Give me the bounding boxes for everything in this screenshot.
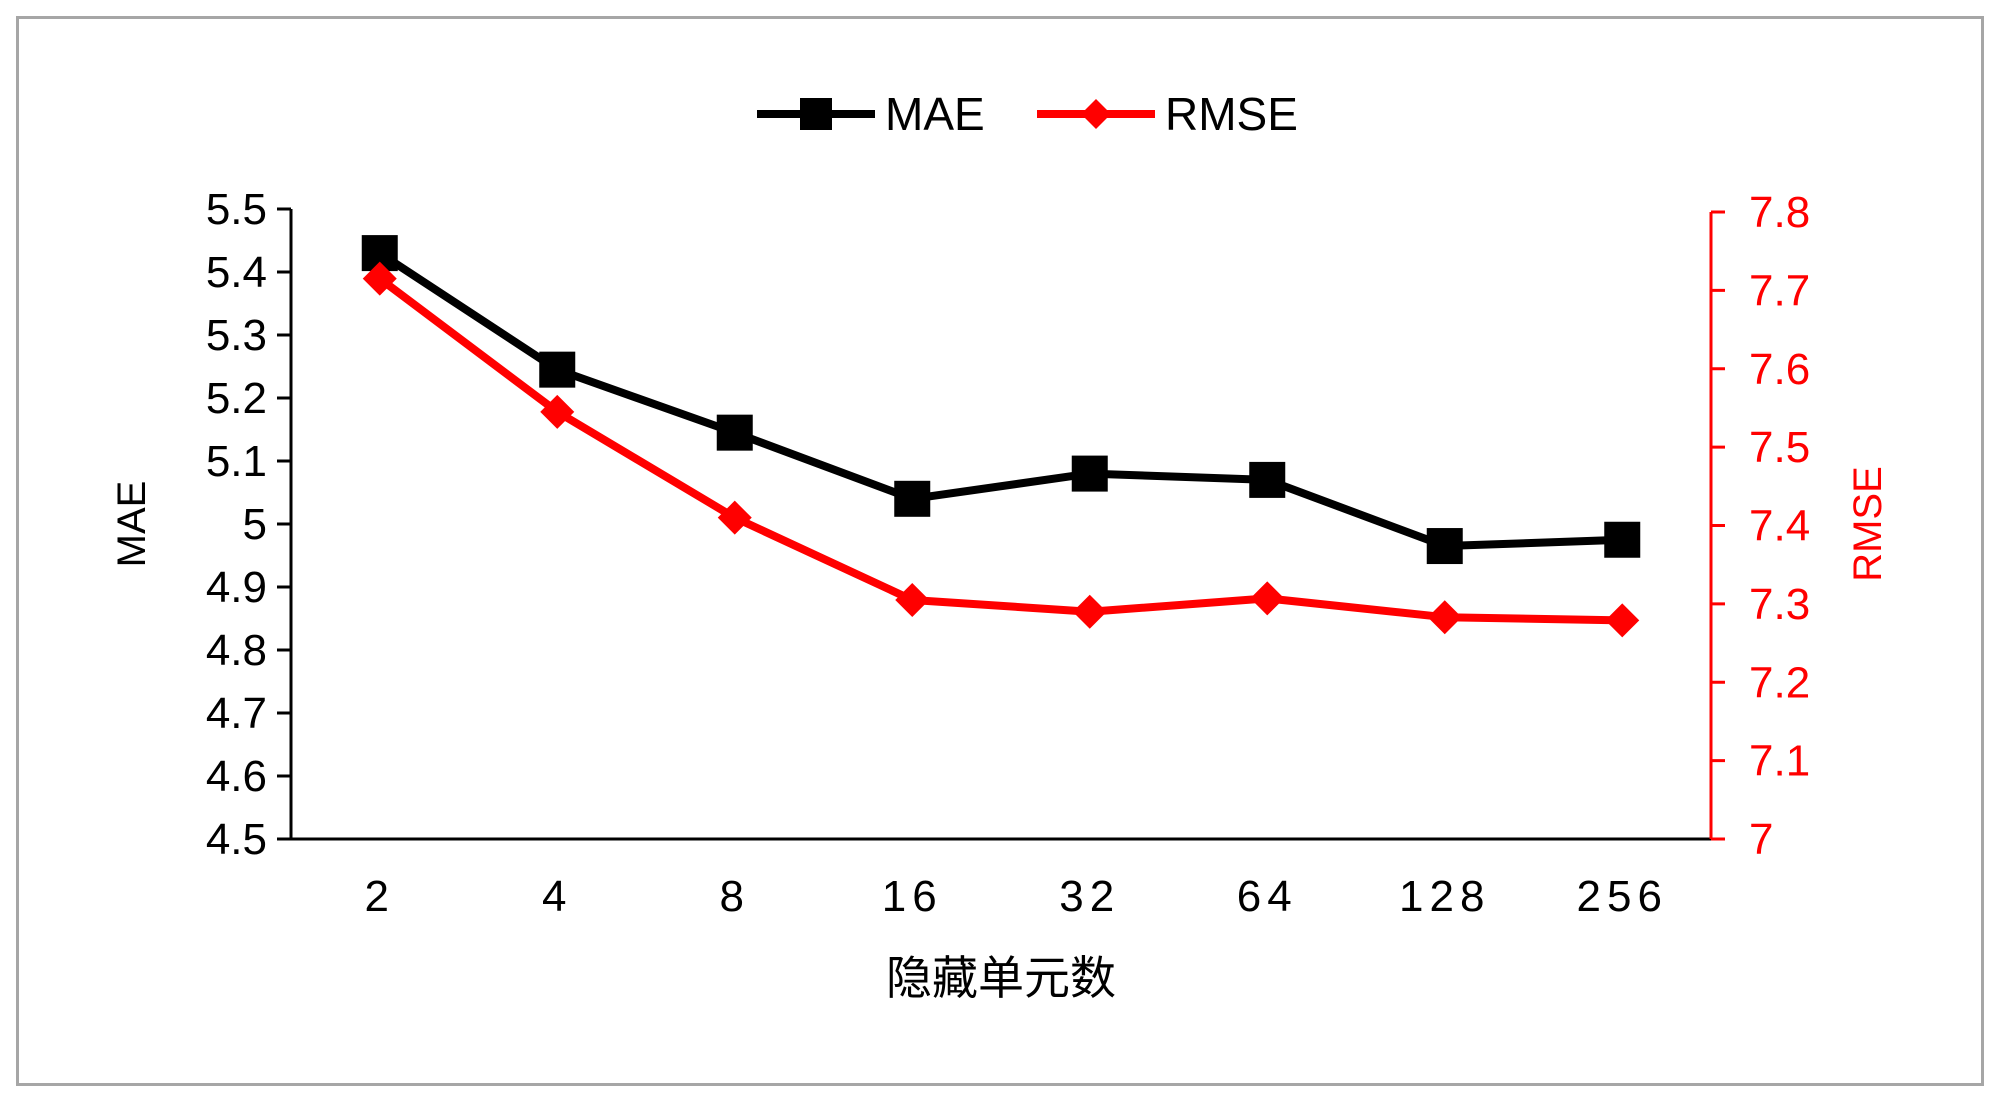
rmse-point (540, 394, 575, 429)
x-axis-tick-label: 128 (1399, 872, 1490, 921)
right-axis-tick-label: 7.7 (1749, 266, 1810, 315)
right-axis-title: RMSE (1846, 466, 1890, 582)
right-axis-tick-label: 7.6 (1749, 345, 1810, 394)
left-axis-tick-label: 5.2 (206, 374, 267, 423)
mae-point (1426, 528, 1463, 565)
left-axis-tick-label: 4.6 (206, 752, 267, 801)
rmse-point (717, 500, 752, 535)
left-axis-tick-label: 5 (243, 500, 267, 549)
rmse-legend-label: RMSE (1165, 88, 1298, 140)
right-axis-tick-label: 7.8 (1749, 188, 1810, 237)
right-axis-tick-label: 7.2 (1749, 658, 1810, 707)
right-axis-tick-label: 7 (1749, 815, 1773, 864)
mae-point (1249, 461, 1286, 498)
left-axis-title: MAE (110, 481, 154, 568)
x-axis-tick-label: 256 (1577, 872, 1668, 921)
left-axis-tick-label: 4.8 (206, 626, 267, 675)
rmse-legend-marker (1081, 99, 1111, 129)
mae-point (1604, 521, 1641, 558)
rmse-series-line (377, 275, 1623, 625)
left-axis-tick-label: 4.7 (206, 689, 267, 738)
chart-frame: MAE RMSE 4.5 4.6 4.7 4.8 4.9 5 5.1 5.2 5.3 5.4 5.5 7… (16, 16, 1984, 1086)
left-axis-tick-label: 5.5 (206, 185, 267, 234)
right-axis-tick-label: 7.3 (1749, 580, 1810, 629)
x-axis-tick-label: 16 (882, 872, 943, 921)
left-axis-tick-label: 5.3 (206, 311, 267, 360)
left-axis-tick-label: 5.4 (206, 248, 267, 297)
mae-point (716, 414, 753, 451)
x-axis-tick-label: 32 (1059, 872, 1120, 921)
mae-legend-marker (800, 98, 832, 130)
chart-svg: MAE RMSE 4.5 4.6 4.7 4.8 4.9 5 5.1 5.2 5.3 5.4 5.5 7… (110, 88, 1890, 1005)
rmse-point (1072, 594, 1107, 629)
x-axis-tick-label: 2 (365, 872, 395, 921)
rmse-point (895, 582, 930, 617)
right-axis-tick-label: 7.4 (1749, 502, 1810, 551)
x-axis-tick-label: 4 (542, 872, 572, 921)
series-layer (361, 235, 1641, 638)
mae-point (1071, 455, 1108, 492)
left-axis-tick-label: 4.5 (206, 815, 267, 864)
mae-point (894, 480, 931, 517)
rmse-point (1605, 603, 1640, 638)
x-axis-tick-label: 64 (1237, 872, 1298, 921)
legend: MAE RMSE (757, 88, 1298, 140)
rmse-point (1427, 600, 1462, 635)
left-axis-tick-label: 5.1 (206, 437, 267, 486)
right-axis-tick-label: 7.5 (1749, 423, 1810, 472)
axes: 4.5 4.6 4.7 4.8 4.9 5 5.1 5.2 5.3 5.4 5.5 7 7.1 7.2 7.… (206, 185, 1810, 921)
right-axis-tick-label: 7.1 (1749, 737, 1810, 786)
x-axis-tick-label: 8 (720, 872, 750, 921)
left-axis-tick-label: 4.9 (206, 563, 267, 612)
mae-legend-label: MAE (885, 88, 985, 140)
x-axis-title: 隐藏单元数 (886, 951, 1116, 1005)
mae-point (539, 351, 576, 388)
rmse-point (1250, 581, 1285, 616)
mae-series-line (377, 249, 1623, 551)
rmse-point (362, 261, 397, 296)
axis-labels: MAE RMSE 隐藏单元数 (110, 466, 1890, 1005)
